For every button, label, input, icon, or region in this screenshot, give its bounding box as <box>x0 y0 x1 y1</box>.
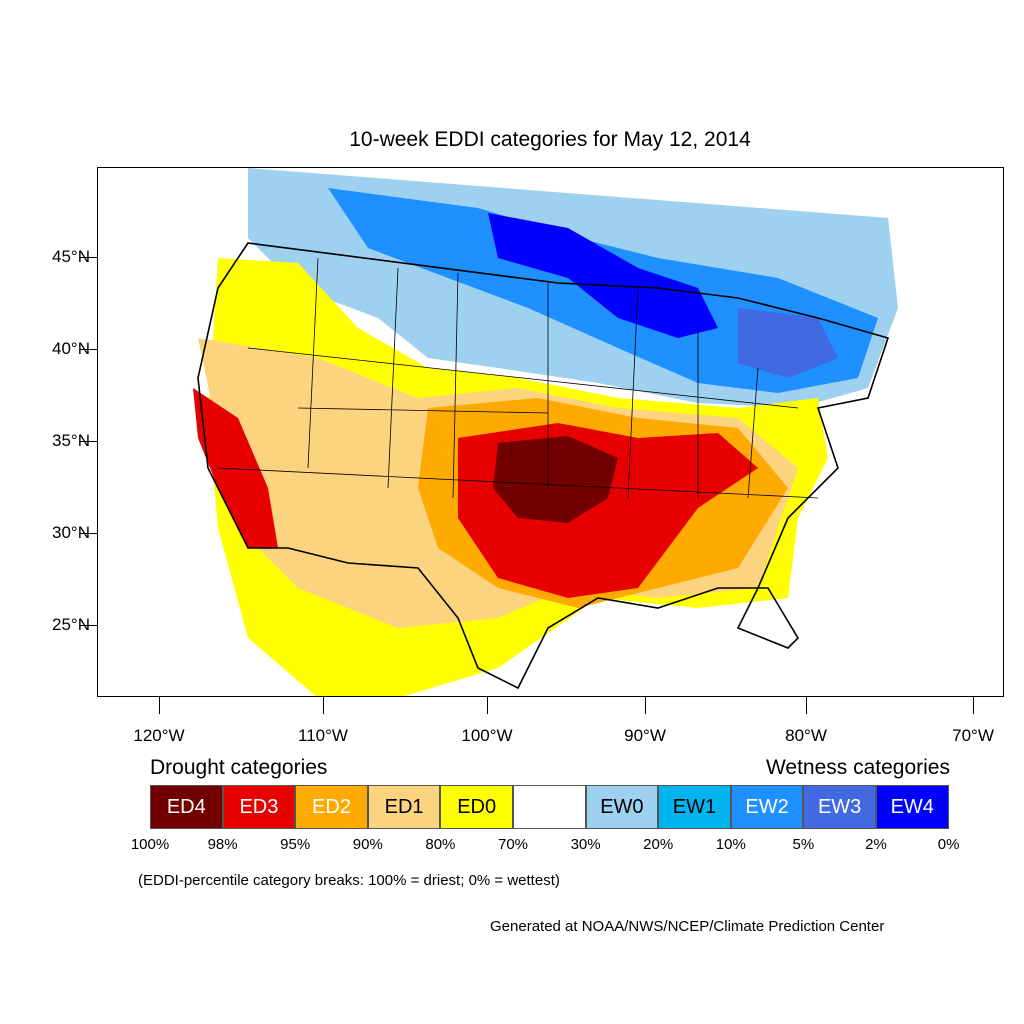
drought-heading: Drought categories <box>150 756 328 779</box>
lon-tick <box>806 697 807 714</box>
lon-tick <box>323 697 324 714</box>
legend-category-ew2: EW2 <box>730 785 804 829</box>
lat-tick <box>80 257 97 258</box>
legend-break-label: 20% <box>643 836 674 853</box>
map-panel <box>97 167 1004 697</box>
legend-break-label: 0% <box>937 836 960 853</box>
lon-tick <box>487 697 488 714</box>
legend-category-ew3: EW3 <box>803 785 876 829</box>
legend-break-label: 2% <box>865 836 887 853</box>
lon-label-120: 120°W <box>133 726 185 745</box>
legend-note: (EDDI-percentile category breaks: 100% =… <box>138 872 560 889</box>
lon-label-110: 110°W <box>298 726 348 745</box>
lat-tick <box>80 533 97 534</box>
legend-category-neutral <box>512 785 586 829</box>
lon-label-100: 100°W <box>461 726 513 745</box>
us-outline <box>197 242 890 690</box>
dry-region-ed3-west <box>193 388 278 548</box>
lon-tick <box>159 697 160 714</box>
legend-category-ed3: ED3 <box>222 785 296 829</box>
legend-break-label: 90% <box>352 836 383 853</box>
legend-category-ed1: ED1 <box>367 785 441 829</box>
legend-break-label: 100% <box>130 836 170 853</box>
legend-category-ew1: EW1 <box>658 785 731 829</box>
lat-label-40: 40°N <box>52 339 90 358</box>
state-lines <box>217 257 819 499</box>
lon-tick <box>645 697 646 714</box>
wetness-heading: Wetness categories <box>765 756 950 779</box>
lat-tick <box>80 441 97 442</box>
legend-break-label: 70% <box>497 836 529 853</box>
legend-colorbar: ED4 ED3 ED2 ED1 ED0 EW0 EW1 EW2 EW3 EW4 <box>150 785 949 829</box>
legend-category-ed2: ED2 <box>295 785 368 829</box>
lat-tick <box>80 625 97 626</box>
lon-tick <box>973 697 974 714</box>
wet-region-ew3 <box>738 308 838 378</box>
legend-break-label: 5% <box>792 836 815 853</box>
legend-break-label: 10% <box>715 836 746 853</box>
lon-label-70: 70°W <box>952 726 994 745</box>
lat-label-35: 35°N <box>52 431 90 450</box>
legend-category-ed0: ED0 <box>440 785 513 829</box>
wet-region-ew4 <box>488 213 718 338</box>
lon-label-80: 80°W <box>785 726 827 745</box>
legend-category-ew4: EW4 <box>875 785 949 829</box>
credit-line: Generated at NOAA/NWS/NCEP/Climate Predi… <box>490 918 885 935</box>
legend-break-label: 80% <box>425 836 456 853</box>
map-title: 10-week EDDI categories for May 12, 2014 <box>349 128 751 151</box>
lat-tick <box>80 349 97 350</box>
legend-category-ew0: EW0 <box>585 785 659 829</box>
lon-label-90: 90°W <box>624 726 666 745</box>
lat-label-30: 30°N <box>52 523 90 542</box>
lat-label-25: 25°N <box>52 615 90 634</box>
legend-break-label: 98% <box>207 836 238 853</box>
legend-break-label: 30% <box>570 836 601 853</box>
dry-region-ed4 <box>493 436 618 523</box>
eddi-map <box>193 168 898 696</box>
legend-break-label: 95% <box>280 836 311 853</box>
legend-category-ed4: ED4 <box>150 785 223 829</box>
lat-label-45: 45°N <box>52 247 90 266</box>
